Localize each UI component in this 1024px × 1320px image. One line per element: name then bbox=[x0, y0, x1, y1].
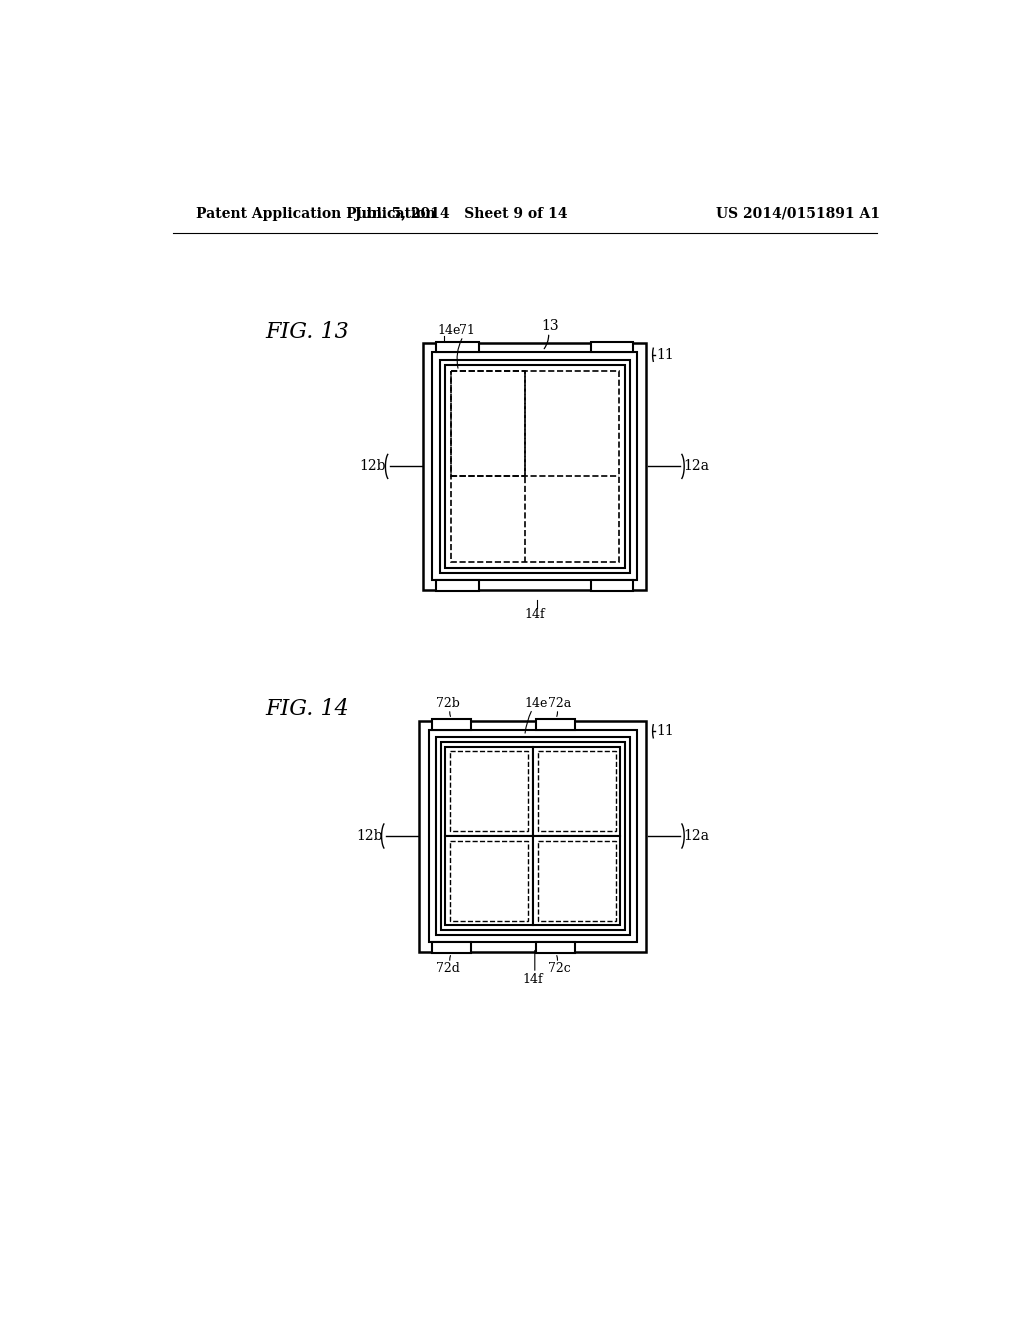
Bar bbox=[436, 738, 630, 935]
Bar bbox=[440, 360, 630, 573]
Text: 11: 11 bbox=[656, 725, 674, 738]
Bar bbox=[451, 371, 618, 562]
Text: FIG. 14: FIG. 14 bbox=[265, 698, 349, 719]
Text: 72c: 72c bbox=[548, 962, 570, 975]
Text: 14e: 14e bbox=[524, 697, 548, 710]
Bar bbox=[441, 742, 625, 929]
Bar bbox=[436, 581, 478, 591]
Text: 14e: 14e bbox=[438, 325, 461, 338]
Bar bbox=[419, 721, 646, 952]
Text: 72a: 72a bbox=[548, 697, 571, 710]
Text: 12a: 12a bbox=[683, 459, 710, 474]
Bar bbox=[451, 371, 524, 477]
Text: 14f: 14f bbox=[522, 973, 543, 986]
Bar bbox=[423, 343, 646, 590]
Bar bbox=[538, 751, 615, 832]
Text: FIG. 13: FIG. 13 bbox=[265, 321, 349, 343]
Bar bbox=[538, 841, 615, 921]
Bar bbox=[591, 342, 634, 352]
Text: 12b: 12b bbox=[356, 829, 382, 843]
Bar bbox=[432, 719, 471, 730]
Bar bbox=[451, 751, 528, 832]
Text: 72d: 72d bbox=[436, 962, 460, 975]
Text: 72b: 72b bbox=[436, 697, 460, 710]
Bar bbox=[591, 581, 634, 591]
Text: 11: 11 bbox=[656, 347, 674, 362]
Bar bbox=[429, 730, 637, 942]
Text: 14f: 14f bbox=[524, 607, 545, 620]
Bar bbox=[537, 942, 574, 953]
Text: Jun. 5, 2014   Sheet 9 of 14: Jun. 5, 2014 Sheet 9 of 14 bbox=[355, 207, 568, 220]
Text: 13: 13 bbox=[542, 319, 559, 333]
Bar bbox=[444, 364, 625, 568]
Text: US 2014/0151891 A1: US 2014/0151891 A1 bbox=[716, 207, 880, 220]
Bar bbox=[532, 836, 621, 925]
Bar bbox=[432, 352, 637, 581]
Bar bbox=[436, 342, 478, 352]
Bar bbox=[451, 841, 528, 921]
Text: Patent Application Publication: Patent Application Publication bbox=[196, 207, 435, 220]
Bar bbox=[537, 719, 574, 730]
Bar bbox=[532, 747, 621, 836]
Text: 12a: 12a bbox=[683, 829, 710, 843]
Bar bbox=[445, 747, 532, 836]
Text: 12b: 12b bbox=[359, 459, 386, 474]
Bar bbox=[432, 942, 471, 953]
Bar bbox=[445, 836, 532, 925]
Text: 71: 71 bbox=[460, 325, 475, 338]
